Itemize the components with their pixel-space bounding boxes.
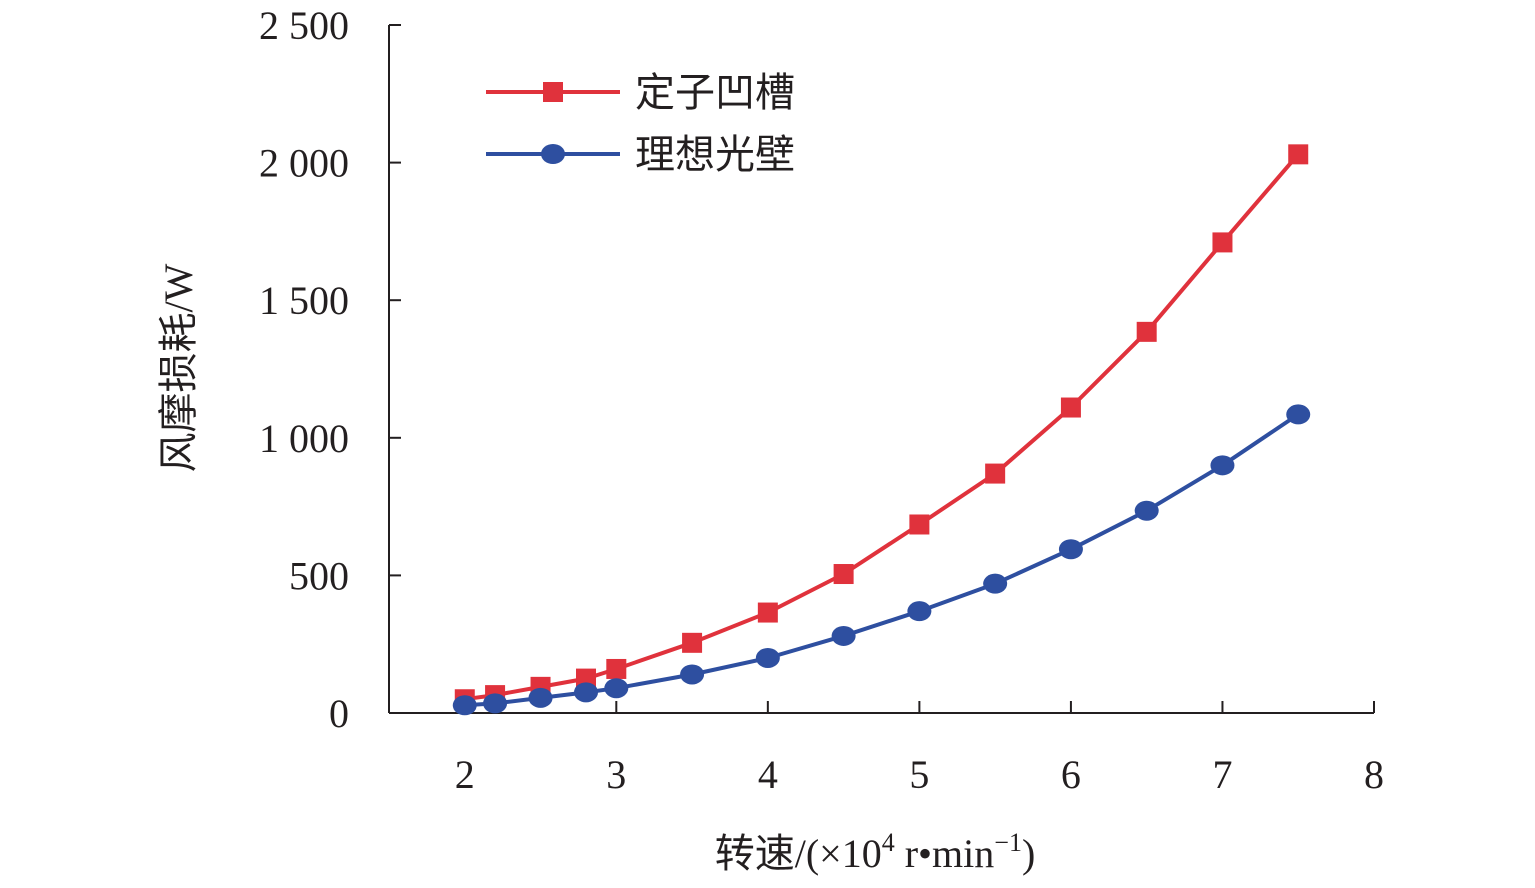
legend-item-2: 理想光壁 [486, 132, 795, 177]
legend-swatch-marker [543, 82, 563, 102]
series-2-point [680, 664, 705, 685]
y-tick-label: 2 500 [259, 3, 349, 48]
x-tick-label: 5 [909, 752, 929, 797]
series-1-point [909, 514, 930, 535]
y-tick-label: 2 000 [259, 141, 349, 186]
x-tick-label: 6 [1061, 752, 1081, 797]
x-axis-label-exponent: 4 [882, 828, 895, 857]
legend-item-1: 定子凹槽 [486, 70, 795, 115]
legend-label: 定子凹槽 [635, 70, 795, 115]
series-1-point [606, 658, 627, 679]
series-1-point [985, 463, 1006, 484]
x-axis-label: 转速/(×104 r•min−1) [715, 828, 1036, 876]
series-2-point [1134, 500, 1159, 521]
axes: 0 500 1 000 1 500 2 000 2 500 2 3 4 5 6 7 8 [259, 3, 1384, 797]
series-2-line [464, 412, 1300, 708]
series-1-point [757, 602, 778, 623]
series-2-point [1210, 455, 1235, 476]
y-tick-label: 0 [329, 691, 349, 736]
x-tick-label: 2 [455, 752, 475, 797]
series-1-point [833, 564, 854, 585]
series-2-point [907, 601, 932, 622]
series-1-point [1136, 321, 1157, 342]
y-axis-label: 风摩损耗/W [156, 263, 201, 472]
series-2-point [574, 682, 598, 703]
series-1-point [682, 632, 703, 653]
x-tick-label: 7 [1212, 752, 1232, 797]
y-tick-label: 1 500 [259, 278, 349, 323]
x-axis-label-unit: r•min [895, 831, 995, 876]
series-2-point [528, 687, 553, 708]
series-2-point [831, 625, 856, 646]
series-2-point [1058, 539, 1083, 560]
x-tick-label: 8 [1364, 752, 1384, 797]
x-axis-label-unit-exponent: −1 [994, 828, 1022, 857]
series-2-point [483, 693, 508, 714]
legend-swatch-marker [541, 144, 565, 164]
series-2-point [604, 678, 629, 699]
y-tick-label: 1 000 [259, 416, 349, 461]
series-layer [452, 144, 1311, 716]
series-2-point [755, 647, 780, 668]
y-tick-label: 500 [289, 553, 349, 598]
series-2-point [983, 573, 1008, 594]
series-2-point [452, 695, 477, 716]
x-axis-label-main: 转速/(×10 [715, 831, 882, 876]
x-tick-label: 4 [758, 752, 778, 797]
series-2 [452, 404, 1311, 716]
series-1-line [464, 152, 1300, 702]
x-axis-label-close: ) [1022, 831, 1035, 876]
legend-label: 理想光壁 [635, 132, 795, 177]
series-2-point [1286, 404, 1311, 425]
series-1-point [1060, 397, 1081, 418]
series-1-point [1212, 232, 1233, 253]
series-1-point [1288, 144, 1309, 165]
x-tick-label: 3 [606, 752, 626, 797]
